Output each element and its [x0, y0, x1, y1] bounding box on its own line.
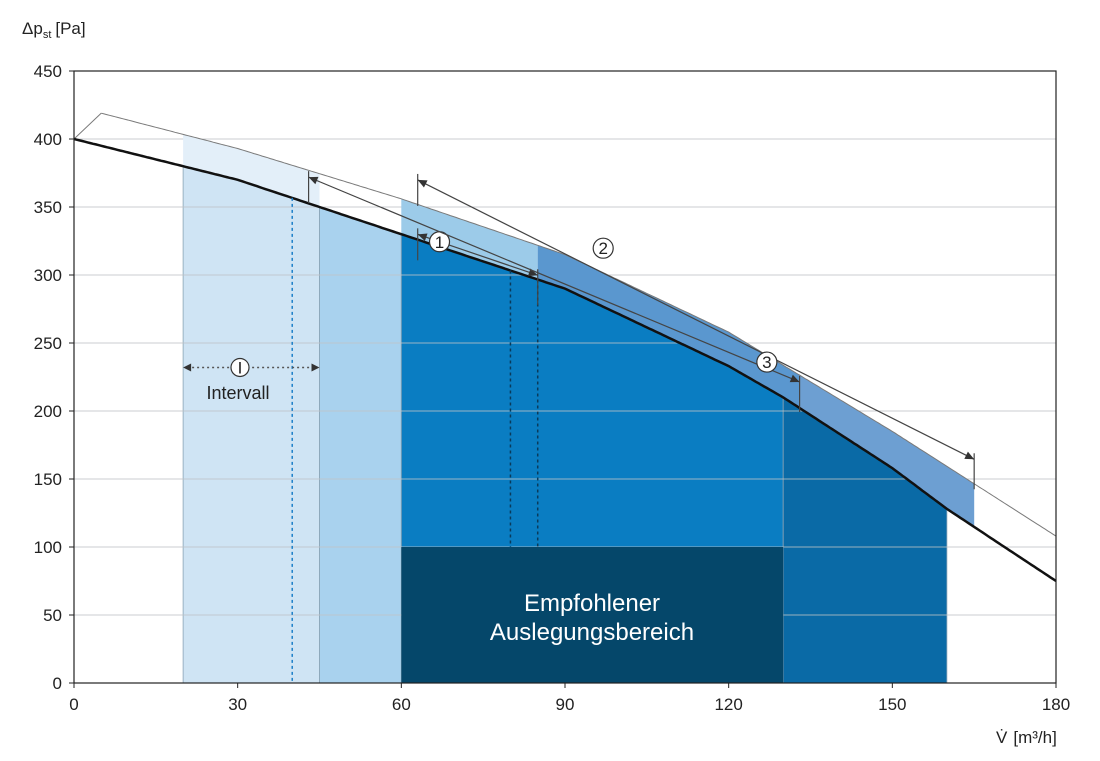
grid-lines	[74, 138, 1056, 616]
range-1-arrow-end	[527, 268, 538, 277]
range-3-line	[308, 176, 800, 383]
y-tick-label-200: 200	[34, 402, 62, 421]
range-2-arrow-end	[964, 451, 975, 460]
y-tick-labels: 0 50 100 150 200 250 300 350 400 450	[34, 62, 74, 693]
characteristic-curve	[73, 137, 1057, 583]
x-tick-label-60: 60	[392, 695, 411, 714]
region-light	[319, 206, 402, 684]
interval-label: Intervall	[206, 383, 269, 403]
y-axis-title: Δpst [Pa]	[22, 19, 86, 41]
y-tick-label-400: 400	[34, 130, 62, 149]
interval-number: I	[238, 358, 243, 377]
x-tick-labels: 0 30 60 90 120 150 180	[69, 683, 1070, 714]
annotations: I 2 1 3	[183, 171, 975, 683]
region-very-light	[182, 165, 320, 684]
curve-strip	[183, 134, 975, 527]
x-tick-label-90: 90	[556, 695, 575, 714]
y-tick-label-450: 450	[34, 62, 62, 81]
y-tick-label-150: 150	[34, 470, 62, 489]
x-tick-label-180: 180	[1042, 695, 1070, 714]
interval-arrowhead-right	[311, 363, 320, 372]
range-1-number: 1	[435, 233, 444, 252]
y-tick-label-50: 50	[43, 606, 62, 625]
recommended-area	[401, 547, 784, 683]
x-tick-label-120: 120	[714, 695, 742, 714]
y-tick-label-100: 100	[34, 538, 62, 557]
range-2-line	[417, 179, 975, 460]
recommended-area-rect	[401, 547, 784, 683]
interval-number-circle	[230, 357, 250, 378]
y-tick-label-350: 350	[34, 198, 62, 217]
strip-light	[401, 198, 538, 280]
x-tick-label-150: 150	[878, 695, 906, 714]
strip-dark	[799, 375, 975, 527]
range-1-arrow-start	[417, 233, 428, 242]
range-3-number: 3	[762, 353, 771, 372]
range-3-arrow-start	[308, 176, 319, 185]
range-2-arrow-start	[417, 179, 428, 188]
upper-curve-cap	[73, 112, 102, 140]
interval-arrowhead-left	[183, 363, 192, 372]
strip-very-light	[183, 134, 320, 207]
range-3-circle	[756, 351, 778, 373]
range-3-arrow-end	[789, 374, 800, 383]
y-tick-label-0: 0	[53, 674, 62, 693]
recommended-label-line1: Empfohlener	[524, 590, 660, 617]
strip-medium	[537, 245, 800, 408]
recommended-label-line2: Auslegungsbereich	[490, 619, 694, 646]
range-2-number: 2	[598, 239, 607, 258]
x-tick-label-30: 30	[228, 695, 247, 714]
x-tick-label-0: 0	[69, 695, 78, 714]
y-tick-label-250: 250	[34, 334, 62, 353]
y-tick-label-300: 300	[34, 266, 62, 285]
x-axis-title: V̇ [m³/h]	[996, 728, 1057, 747]
range-2-circle	[592, 237, 614, 259]
